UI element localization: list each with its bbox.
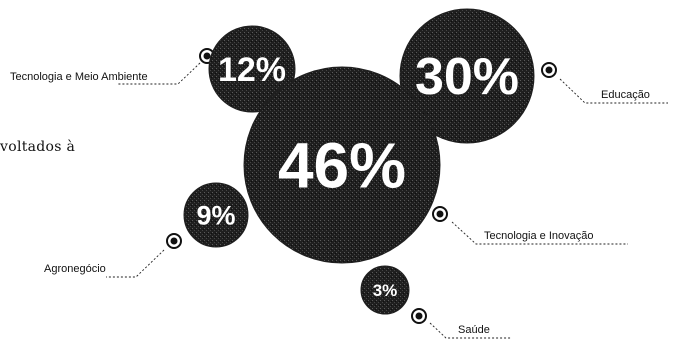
bubble-agronegocio: [183, 182, 249, 248]
bubble-value-agronegocio: 9%: [196, 200, 235, 230]
leader-lines: [106, 48, 668, 339]
leader-line-tecnologia-e-inovacao: [451, 221, 628, 245]
bubble-tecnologia-e-meio-ambiente: [208, 25, 296, 113]
leader-dot-agronegocio: [166, 233, 182, 249]
label-saude: Saúde: [458, 324, 490, 336]
label-educacao: Educação: [601, 89, 650, 101]
leader-line-educacao: [559, 78, 668, 104]
bubbles-layer: 12% 30%46% 9% 3%: [183, 8, 535, 315]
leader-line-saude: [429, 322, 512, 339]
bubble-value-tecnologia-e-inovacao: 46%: [278, 129, 406, 201]
leader-dot-tecnologia-e-inovacao: [432, 206, 448, 222]
bubble-value-saude: 3%: [373, 281, 398, 300]
bubble-saude: [360, 265, 410, 315]
labels-layer: Tecnologia e Meio Ambiente Educação Tecnol…: [10, 71, 650, 336]
bubble-value-tecnologia-e-meio-ambiente: 12%: [218, 51, 286, 89]
leader-dot-educacao: [541, 62, 557, 78]
label-agronegocio: Agronegócio: [44, 263, 106, 275]
label-tecnologia-e-meio-ambiente: Tecnologia e Meio Ambiente: [10, 71, 148, 83]
label-tecnologia-e-inovacao: Tecnologia e Inovação: [484, 230, 593, 242]
leader-line-agronegocio: [106, 249, 165, 278]
bubble-educacao: [399, 8, 535, 144]
bubble-value-educacao: 30%: [415, 48, 519, 106]
body-text-fragment: voltados à: [0, 139, 76, 155]
bubble-tecnologia-e-inovacao: [243, 66, 441, 264]
leader-dot-saude: [411, 308, 427, 324]
